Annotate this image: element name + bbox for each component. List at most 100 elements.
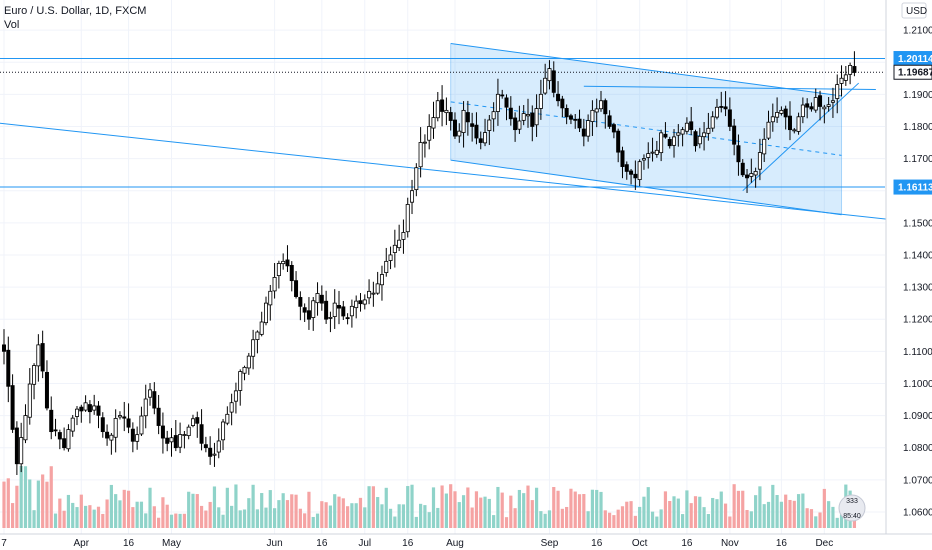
- volume-bar: [625, 501, 629, 528]
- candle-down: [319, 294, 324, 304]
- candle-up: [418, 142, 423, 168]
- watermark-badge: [838, 494, 866, 522]
- volume-bar: [45, 481, 49, 528]
- candle-up: [272, 277, 277, 292]
- candle-up: [672, 136, 677, 146]
- volume-bar: [178, 513, 182, 528]
- volume-bar: [741, 490, 745, 528]
- volume-bar: [230, 505, 234, 528]
- volume-bar: [754, 495, 758, 528]
- volume-bar: [663, 491, 668, 528]
- candles: [2, 51, 857, 476]
- time-tick-label: 16: [316, 538, 328, 549]
- volume-bar: [620, 506, 625, 528]
- volume-bar: [702, 507, 706, 528]
- time-tick-label: 16: [776, 538, 788, 549]
- currency-badge[interactable]: [901, 2, 927, 19]
- candle-down: [448, 112, 453, 121]
- symbol-title[interactable]: Euro / U.S. Dollar, 1D, FXCM: [4, 5, 147, 17]
- candle-up: [135, 434, 140, 442]
- candle-down: [633, 173, 638, 179]
- candle-up: [379, 274, 384, 286]
- volume-bar: [23, 466, 28, 528]
- time-tick-label: 16: [591, 538, 603, 549]
- candle-down: [689, 121, 694, 130]
- candle-down: [508, 107, 513, 120]
- time-axis-background: [0, 534, 932, 550]
- candle-down: [603, 100, 608, 115]
- candle-up: [233, 390, 238, 402]
- candle-down: [787, 115, 792, 131]
- volume-bar: [315, 513, 320, 528]
- volume-bar: [771, 484, 775, 528]
- candle-up: [238, 371, 243, 391]
- volume-bar: [526, 485, 530, 528]
- candle-up: [646, 153, 651, 158]
- candle-down: [629, 170, 634, 175]
- volume-bar: [126, 490, 131, 528]
- candle-down: [740, 162, 745, 176]
- trend-lines[interactable]: [0, 82, 907, 222]
- volume-bar: [268, 490, 272, 528]
- volume-bar: [603, 510, 607, 528]
- volume-bar: [15, 485, 19, 528]
- candle-up: [637, 161, 642, 180]
- candle-down: [324, 300, 329, 320]
- candle-down: [199, 424, 204, 444]
- candle-up: [349, 305, 354, 317]
- volume-bar: [539, 511, 543, 528]
- price-tick-label: 1.19000: [903, 90, 932, 101]
- price-tick-label: 1.14000: [903, 250, 932, 261]
- volume-bar: [453, 491, 457, 528]
- candle-down: [358, 300, 363, 305]
- horizontal-lines[interactable]: [0, 58, 885, 188]
- candle-down: [736, 145, 741, 163]
- candle-up: [311, 300, 316, 318]
- volume-bar: [788, 499, 792, 528]
- volume-bar: [758, 486, 762, 528]
- volume-bar: [152, 506, 156, 528]
- candle-up: [221, 421, 226, 441]
- time-tick-label: 16: [681, 538, 693, 549]
- candle-up: [259, 321, 264, 335]
- candle-down: [105, 431, 110, 439]
- candle-down: [156, 407, 161, 426]
- volume-bar: [182, 513, 186, 528]
- volume-bar: [84, 505, 88, 528]
- candle-down: [57, 432, 62, 440]
- volume-bar: [148, 487, 152, 528]
- volume-bar: [449, 484, 453, 528]
- volume-bar: [839, 514, 844, 528]
- volume-bar: [251, 484, 255, 528]
- volume-bar: [393, 516, 397, 528]
- candle-up: [401, 232, 406, 240]
- volume-bar: [195, 494, 199, 528]
- candle-up: [371, 292, 376, 295]
- price-tick-label: 1.15000: [903, 218, 932, 229]
- candle-up: [66, 429, 71, 450]
- volume-bar: [311, 516, 315, 528]
- volume-bar: [298, 508, 302, 528]
- time-axis[interactable]: 7 Apr 16 May Jun 16 Jul 16 Aug Sep 16 Oct 16 Nov 16 Dec: [0, 533, 932, 550]
- parallel-channel[interactable]: [450, 43, 843, 216]
- volume-label[interactable]: Vol: [4, 19, 20, 31]
- volume-bar: [668, 500, 672, 528]
- price-axis[interactable]: USD 1.06000 1.07000 1.08000 1.09000 1.10000 1.…: [885, 0, 932, 550]
- candle-up: [392, 244, 397, 253]
- candle-up: [457, 130, 462, 137]
- volume-bar: [376, 497, 380, 528]
- candle-up: [461, 109, 466, 133]
- volume-bar: [487, 498, 491, 528]
- candle-up: [23, 415, 28, 441]
- candle-up: [225, 413, 230, 424]
- volume-bar: [255, 509, 260, 528]
- candle-down: [852, 66, 857, 73]
- candle-up: [117, 415, 122, 418]
- volume-bar: [444, 493, 448, 528]
- volume-bar: [835, 517, 839, 528]
- candle-up: [362, 299, 367, 305]
- candle-down: [667, 138, 672, 147]
- candle-up: [706, 127, 711, 134]
